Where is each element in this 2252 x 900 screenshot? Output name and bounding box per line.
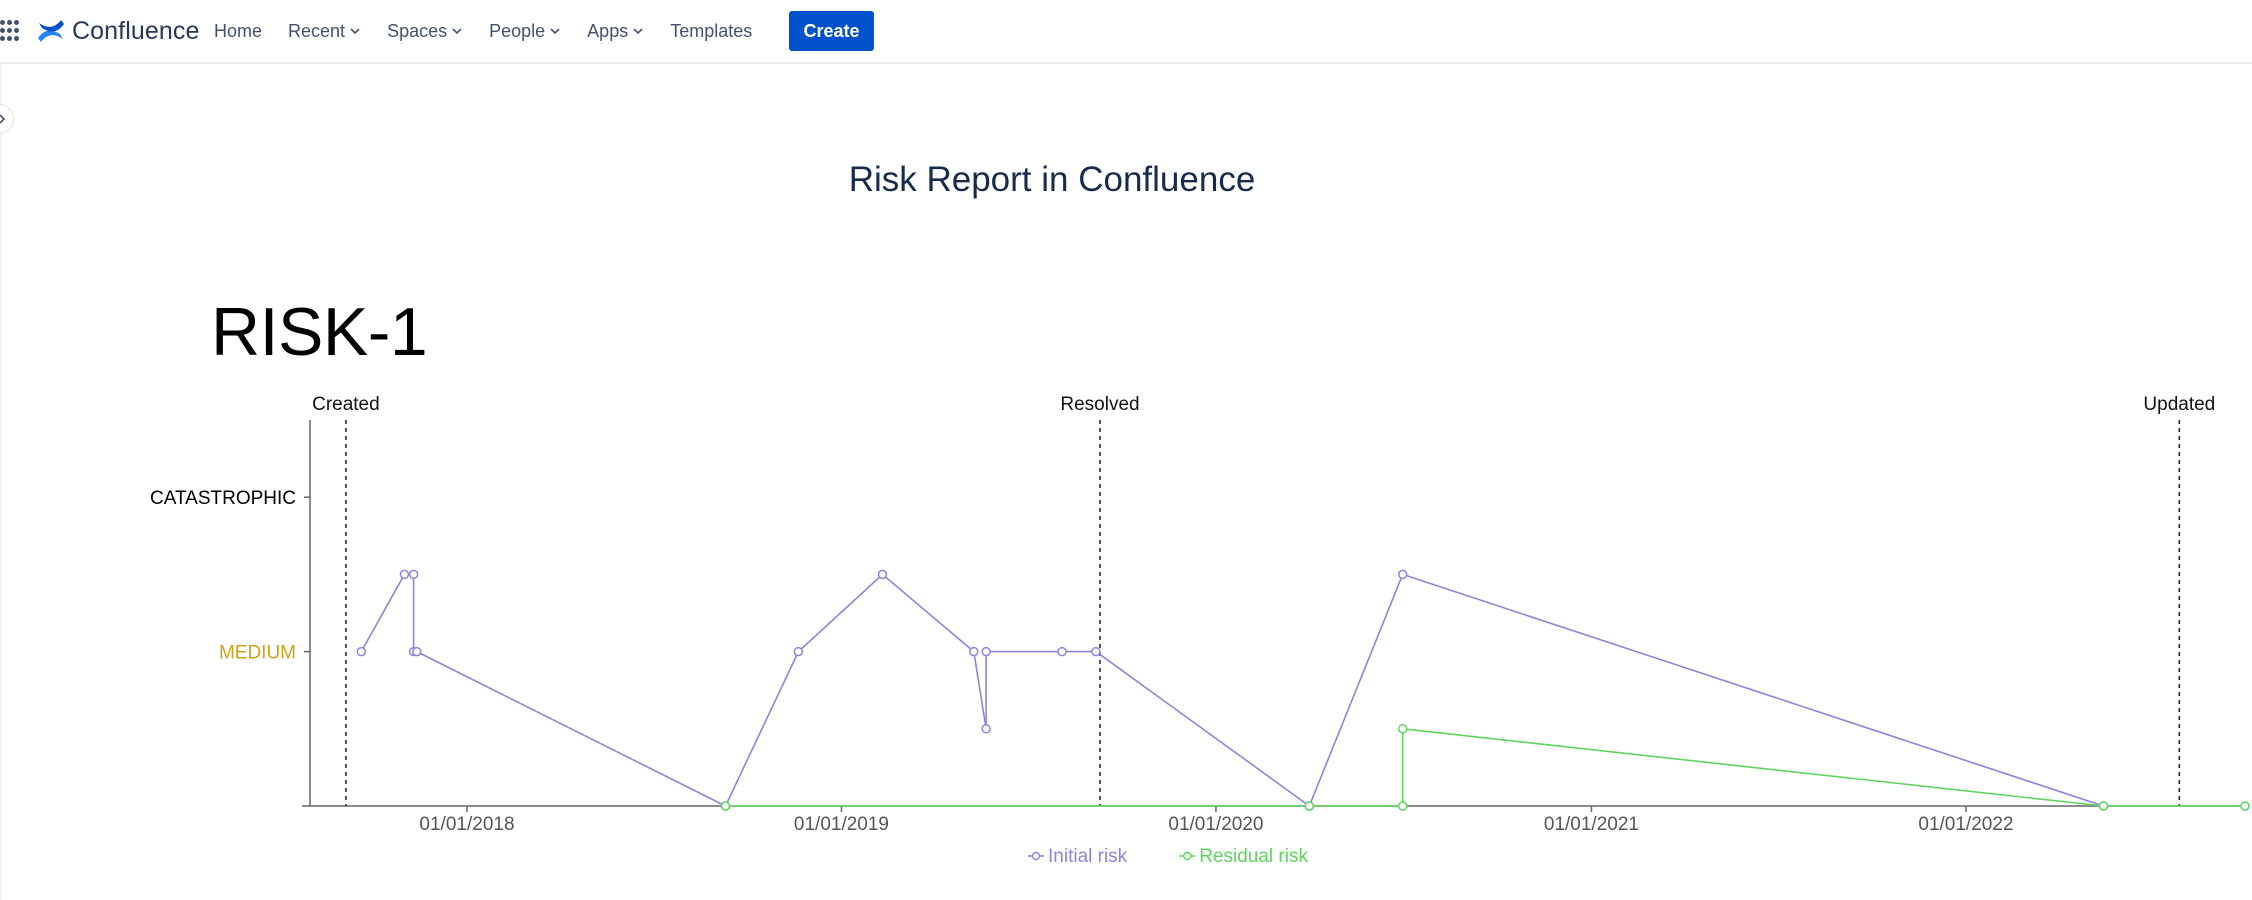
- data-point: [981, 724, 991, 734]
- data-point: [720, 801, 731, 811]
- x-tick-label: 01/01/2018: [419, 814, 514, 835]
- page-title: Risk Report in Confluence: [848, 160, 1256, 199]
- chevron-down-icon: [550, 28, 560, 35]
- data-point: [399, 569, 410, 580]
- confluence-logo-icon: [38, 20, 64, 42]
- chevron-right-icon: [0, 114, 6, 124]
- data-point: [1397, 801, 1408, 811]
- legend-swatch-marker: [1031, 851, 1041, 861]
- y-tick-label: CATASTROPHIC: [150, 488, 296, 509]
- data-point: [1304, 801, 1315, 811]
- data-point: [408, 569, 419, 580]
- chevron-down-icon: [350, 28, 360, 35]
- primary-nav: Home Recent Spaces People Apps Templates: [214, 0, 778, 62]
- data-point: [969, 646, 979, 657]
- nav-home[interactable]: Home: [214, 11, 262, 51]
- data-point: [877, 569, 888, 580]
- nav-spaces-label: Spaces: [387, 20, 448, 41]
- app-switcher-icon[interactable]: [0, 20, 20, 42]
- nav-spaces[interactable]: Spaces: [387, 11, 463, 51]
- data-point: [1091, 646, 1101, 657]
- series-line: [360, 573, 2104, 808]
- chevron-down-icon: [633, 28, 643, 35]
- logo-text: Confluence: [72, 16, 200, 45]
- legend-label: Initial risk: [1048, 846, 1128, 867]
- data-point: [1397, 724, 1408, 734]
- data-point: [1057, 646, 1067, 657]
- legend-swatch-marker: [1182, 851, 1192, 861]
- nav-recent[interactable]: Recent: [288, 11, 361, 51]
- nav-templates[interactable]: Templates: [670, 11, 752, 51]
- data-point: [981, 646, 991, 657]
- x-tick-label: 01/01/2021: [1544, 814, 1639, 835]
- event-marker-label: Updated: [2143, 394, 2215, 415]
- sidebar-edge: [0, 64, 2, 900]
- nav-recent-label: Recent: [288, 20, 346, 41]
- nav-people-label: People: [489, 20, 546, 41]
- x-tick-label: 01/01/2020: [1168, 814, 1263, 835]
- x-tick-label: 01/01/2022: [1918, 814, 2013, 835]
- confluence-logo[interactable]: Confluence: [36, 14, 199, 48]
- nav-templates-label: Templates: [670, 20, 753, 41]
- nav-home-label: Home: [214, 20, 263, 41]
- data-point: [2098, 801, 2109, 811]
- data-point: [356, 646, 367, 657]
- chevron-down-icon: [452, 28, 462, 35]
- chart-plot-area: CATASTROPHIC MEDIUM 01/01/2018 01/01/2019 01…: [150, 394, 2250, 867]
- data-point: [1397, 569, 1408, 580]
- top-navigation-bar: Confluence Home Recent Spaces People App…: [0, 0, 2252, 64]
- x-tick-label: 01/01/2019: [794, 814, 889, 835]
- data-point: [793, 646, 804, 657]
- series-line: [725, 727, 2245, 807]
- nav-people[interactable]: People: [489, 11, 561, 51]
- nav-apps[interactable]: Apps: [587, 11, 644, 51]
- create-button[interactable]: Create: [789, 11, 874, 51]
- nav-apps-label: Apps: [587, 20, 629, 41]
- data-point: [411, 646, 422, 657]
- legend-label: Residual risk: [1199, 846, 1308, 867]
- data-point: [2240, 801, 2250, 811]
- y-tick-label: MEDIUM: [219, 643, 296, 664]
- event-marker-label: Resolved: [1060, 394, 1139, 415]
- event-marker-label: Created: [312, 394, 380, 415]
- risk-key-heading: RISK-1: [211, 294, 428, 370]
